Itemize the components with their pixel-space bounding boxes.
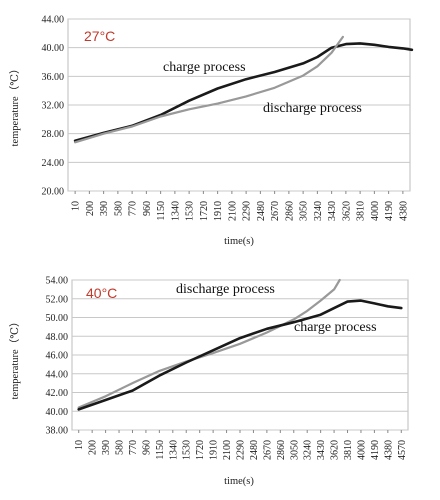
x-tick-label: 3430: [327, 201, 338, 221]
y-tick-label: 44.00: [42, 15, 65, 26]
x-tick-label: 10: [71, 201, 82, 211]
x-tick-label: 960: [141, 440, 152, 455]
x-tick-label: 3810: [356, 201, 367, 221]
y-tick-label: 32.00: [42, 101, 65, 112]
x-tick-label: 4190: [370, 440, 381, 460]
y-tick-label: 42.00: [46, 388, 69, 399]
x-tick-label: 4380: [383, 440, 394, 460]
x-tick-label: 2480: [249, 440, 260, 460]
x-tick-label: 1910: [213, 201, 224, 221]
temperature-label-40c: 40°C: [86, 285, 117, 301]
x-tick-label: 3620: [341, 201, 352, 221]
y-axis-label-40c: temperature（℃）: [9, 317, 21, 400]
x-tick-labels-40c: 10 200 390 580 770 960 1150 1340 1530 1720 1910 210…: [74, 430, 408, 460]
x-tick-label: 3810: [343, 440, 354, 460]
x-tick-label: 770: [128, 201, 139, 216]
x-tick-label: 2290: [242, 201, 253, 221]
x-tick-label: 390: [99, 201, 110, 216]
x-tick-label: 3240: [313, 201, 324, 221]
y-tick-label: 54.00: [46, 276, 69, 287]
y-tick-label: 24.00: [42, 158, 65, 169]
x-tick-label: 3050: [289, 440, 300, 460]
x-tick-label: 4380: [398, 201, 409, 221]
x-tick-label: 960: [142, 201, 153, 216]
y-axis-label-27c: temperature（℃）: [9, 64, 21, 147]
x-tick-label: 390: [101, 440, 112, 455]
y-tick-label: 50.00: [46, 313, 69, 324]
x-axis-label-27c: time(s): [224, 236, 254, 247]
x-tick-label: 2670: [270, 201, 281, 221]
x-tick-label: 2670: [262, 440, 273, 460]
x-tick-label: 1530: [185, 201, 196, 221]
x-tick-label: 2860: [284, 201, 295, 221]
x-tick-label: 2100: [227, 201, 238, 221]
x-tick-label: 2290: [236, 440, 247, 460]
chart-40c: 38.00 40.00 42.00 44.00 46.00 48.00 50.00 52.00…: [9, 276, 408, 488]
x-tick-label: 1340: [168, 440, 179, 460]
y-tick-label: 46.00: [46, 351, 69, 362]
x-axis-label-40c: time(s): [224, 476, 254, 487]
series-label-charge-40c: charge process: [294, 320, 377, 335]
x-tick-label: 3620: [330, 440, 341, 460]
x-tick-label: 3430: [316, 440, 327, 460]
x-tick-labels-27c: 10 200 390 580 770 960 1150 1340 1530 1720 1910 210…: [71, 191, 410, 221]
x-tick-label: 1150: [156, 201, 167, 221]
x-tick-label: 1720: [199, 201, 210, 221]
x-tick-label: 2100: [222, 440, 233, 460]
y-tick-label: 40.00: [46, 407, 69, 418]
x-tick-label: 4000: [370, 201, 381, 221]
x-tick-label: 3050: [299, 201, 310, 221]
x-tick-label: 770: [128, 440, 139, 455]
x-tick-label: 1340: [170, 201, 181, 221]
x-tick-label: 2480: [256, 201, 267, 221]
x-tick-label: 1910: [209, 440, 220, 460]
y-tick-label: 52.00: [46, 294, 69, 305]
x-tick-label: 200: [85, 201, 96, 216]
x-tick-label: 580: [115, 440, 126, 455]
temperature-label-27c: 27°C: [84, 28, 115, 44]
y-tick-label: 40.00: [42, 43, 65, 54]
x-tick-label: 1530: [182, 440, 193, 460]
x-tick-label: 3240: [303, 440, 314, 460]
x-tick-label: 4000: [356, 440, 367, 460]
series-label-discharge-40c: discharge process: [176, 282, 275, 297]
y-tick-labels-40c: 38.00 40.00 42.00 44.00 46.00 48.00 50.00 52.00…: [46, 276, 69, 437]
y-tick-label: 36.00: [42, 72, 65, 83]
y-tick-label: 38.00: [46, 426, 69, 437]
x-tick-label: 580: [113, 201, 124, 216]
series-label-charge-27c: charge process: [163, 60, 246, 75]
x-tick-label: 200: [88, 440, 99, 455]
y-tick-label: 28.00: [42, 129, 65, 140]
y-tick-labels-27c: 20.00 24.00 28.00 32.00 36.00 40.00 44.00: [42, 15, 65, 198]
y-tick-label: 48.00: [46, 332, 69, 343]
series-label-discharge-27c: discharge process: [263, 101, 362, 116]
x-tick-label: 1150: [155, 440, 166, 460]
x-tick-label: 4570: [397, 440, 408, 460]
x-tick-label: 1720: [195, 440, 206, 460]
x-tick-label: 4190: [384, 201, 395, 221]
x-tick-label: 10: [74, 440, 85, 450]
y-tick-label: 20.00: [42, 187, 65, 198]
x-tick-label: 2860: [276, 440, 287, 460]
y-tick-label: 44.00: [46, 369, 69, 380]
